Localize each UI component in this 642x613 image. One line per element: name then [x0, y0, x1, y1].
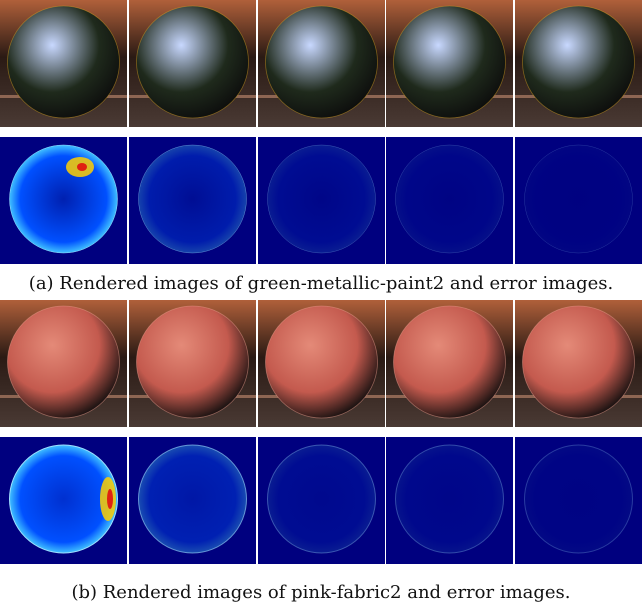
error-rim	[395, 444, 505, 554]
sphere	[264, 5, 378, 119]
rendered-image-a-1	[0, 0, 127, 127]
error-image-a-4	[386, 137, 514, 264]
sphere	[135, 5, 249, 119]
sphere	[393, 5, 507, 119]
sphere	[522, 5, 635, 119]
error-image-a-3	[257, 137, 385, 264]
sphere	[7, 305, 120, 419]
error-rim	[266, 144, 376, 254]
error-rim	[138, 144, 247, 254]
caption-a: (a) Rendered images of green-metallic-pa…	[28, 273, 614, 294]
error-sphere	[138, 445, 247, 553]
error-rim	[395, 144, 504, 254]
error-rim	[9, 444, 118, 554]
error-image-b-3	[257, 437, 385, 564]
row-a-error-images	[0, 137, 642, 264]
error-rim	[524, 444, 633, 554]
rendered-image-b-1	[0, 300, 127, 427]
error-sphere	[267, 145, 375, 253]
error-rim	[9, 144, 118, 254]
error-image-b-4	[386, 437, 514, 564]
rendered-image-b-5	[515, 300, 642, 427]
row-b-error-images	[0, 437, 642, 564]
error-rim	[266, 444, 376, 554]
error-rim	[524, 144, 633, 254]
error-image-a-5	[515, 137, 642, 264]
error-sphere	[395, 145, 504, 253]
error-sphere	[524, 445, 633, 553]
row-b-rendered-images	[0, 300, 642, 427]
error-image-b-2	[128, 437, 256, 564]
sphere	[264, 305, 378, 419]
error-image-a-1	[0, 137, 127, 264]
rendered-image-b-2	[128, 300, 256, 427]
error-sphere	[524, 145, 633, 253]
error-sphere	[138, 145, 247, 253]
error-image-a-2	[128, 137, 256, 264]
error-sphere	[9, 145, 118, 253]
rendered-image-a-4	[386, 0, 514, 127]
error-sphere	[9, 445, 118, 553]
error-peak	[107, 489, 113, 509]
error-peak	[77, 163, 87, 171]
error-image-b-5	[515, 437, 642, 564]
error-image-b-1	[0, 437, 127, 564]
rendered-image-a-2	[128, 0, 256, 127]
sphere	[7, 5, 120, 119]
rendered-image-b-3	[257, 300, 385, 427]
rendered-image-a-5	[515, 0, 642, 127]
rendered-image-a-3	[257, 0, 385, 127]
sphere	[135, 305, 249, 419]
rendered-image-b-4	[386, 300, 514, 427]
sphere	[393, 305, 507, 419]
row-a-rendered-images	[0, 0, 642, 127]
caption-b: (b) Rendered images of pink-fabric2 and …	[71, 582, 571, 603]
error-rim	[137, 444, 247, 554]
error-sphere	[395, 445, 504, 553]
error-sphere	[267, 445, 375, 553]
sphere	[522, 305, 635, 419]
